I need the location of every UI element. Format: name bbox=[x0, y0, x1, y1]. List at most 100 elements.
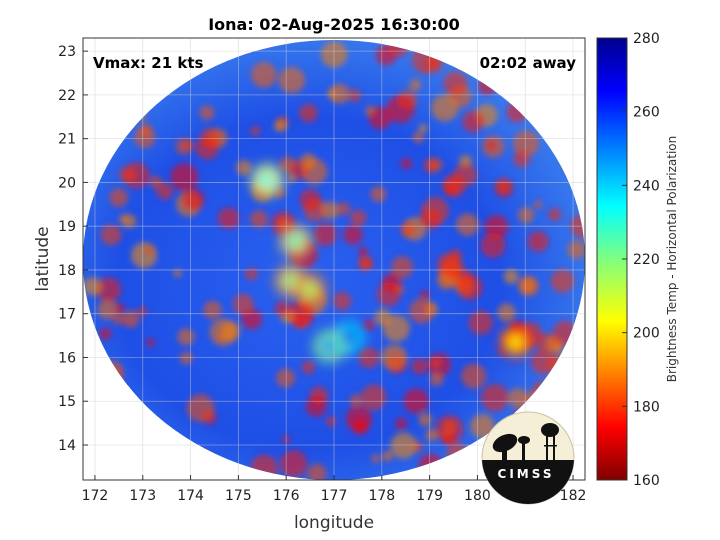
swath-texture-blob bbox=[250, 210, 268, 229]
swath-texture-blob bbox=[177, 328, 195, 346]
swath-texture-blob bbox=[358, 255, 374, 271]
swath-texture-blob bbox=[395, 417, 408, 430]
swath-texture-blob bbox=[307, 463, 327, 480]
y-axis: 14 15 16 17 18 19 20 21 22 23 bbox=[58, 44, 88, 454]
swath-texture-blob bbox=[274, 301, 290, 317]
swath-texture-blob bbox=[218, 207, 240, 230]
colorbar-tick-label: 160 bbox=[633, 473, 660, 489]
colorbar-ticks: 160 180 200 220 240 260 280 bbox=[622, 31, 660, 489]
swath-texture-blob bbox=[468, 310, 493, 335]
swath-texture-blob bbox=[279, 450, 308, 478]
swath-texture-blob bbox=[305, 395, 327, 417]
swath-texture-blob bbox=[418, 412, 433, 427]
swath-texture-blob bbox=[156, 183, 174, 200]
swath-texture-blob bbox=[113, 314, 124, 325]
swath-texture-blob bbox=[347, 88, 361, 102]
swath-texture-blob bbox=[409, 298, 435, 324]
y-tick-label: 19 bbox=[58, 219, 76, 235]
swath-texture-blob bbox=[421, 197, 449, 225]
swath-texture-blob bbox=[131, 242, 158, 269]
swath-texture-blob bbox=[400, 221, 417, 238]
swath-texture-blob bbox=[363, 319, 375, 331]
y-tick-label: 18 bbox=[58, 263, 76, 279]
swath-texture-blob bbox=[518, 207, 535, 224]
swath-texture-blob bbox=[244, 267, 258, 281]
swath-texture-blob bbox=[361, 384, 387, 410]
x-tick-label: 179 bbox=[416, 488, 443, 504]
swath-texture-blob bbox=[412, 132, 424, 143]
swath-texture-blob bbox=[345, 405, 373, 432]
swath-texture-blob bbox=[390, 432, 417, 459]
swath-texture-blob bbox=[371, 454, 381, 463]
swath-texture-blob bbox=[481, 384, 509, 412]
swath-texture-blob bbox=[395, 285, 405, 294]
swath-texture-blob bbox=[435, 415, 464, 444]
swath-texture-blob bbox=[527, 231, 549, 252]
swath-texture-blob bbox=[273, 119, 287, 133]
swath-texture-blob bbox=[349, 394, 363, 407]
feature-core bbox=[259, 172, 276, 189]
swath-texture-blob bbox=[100, 224, 122, 246]
x-tick-label: 176 bbox=[273, 488, 300, 504]
swath-texture-blob bbox=[96, 277, 122, 303]
swath-texture-blob bbox=[327, 88, 338, 99]
swath-texture-blob bbox=[99, 327, 112, 340]
y-tick-label: 21 bbox=[58, 132, 76, 148]
swath-texture-blob bbox=[443, 71, 468, 96]
y-tick-label: 15 bbox=[58, 394, 76, 410]
swath-texture-blob bbox=[550, 269, 575, 293]
swath-texture-blob bbox=[437, 253, 460, 276]
x-tick-label: 178 bbox=[368, 488, 395, 504]
swath-texture-blob bbox=[513, 150, 531, 168]
swath-texture-blob bbox=[567, 240, 585, 259]
y-axis-label: latitude bbox=[33, 226, 53, 291]
time-away-annotation: 02:02 away bbox=[480, 54, 577, 72]
colorbar-tick-label: 280 bbox=[633, 31, 660, 47]
swath-texture-blob bbox=[122, 214, 137, 229]
swath-texture-blob bbox=[425, 428, 438, 442]
swath-texture-blob bbox=[250, 125, 261, 136]
swath-texture-blob bbox=[462, 110, 485, 133]
swath-texture-blob bbox=[299, 188, 321, 211]
swath-texture-blob bbox=[456, 213, 479, 236]
x-tick-label: 174 bbox=[177, 488, 204, 504]
swath-texture-blob bbox=[321, 201, 340, 220]
swath-texture-blob bbox=[548, 208, 562, 222]
y-tick-label: 14 bbox=[58, 438, 76, 454]
swath-texture-blob bbox=[503, 269, 519, 285]
swath-texture-blob bbox=[368, 106, 392, 130]
swath-texture-blob bbox=[276, 368, 296, 388]
colorbar-tick-label: 220 bbox=[633, 252, 660, 268]
swath-texture-blob bbox=[182, 188, 205, 211]
swath-texture-blob bbox=[146, 338, 155, 348]
swath-texture-blob bbox=[195, 136, 219, 160]
swath-texture-blob bbox=[241, 308, 263, 330]
swath-texture-blob bbox=[137, 306, 148, 317]
swath-texture-blob bbox=[145, 246, 154, 255]
swath-texture-blob bbox=[494, 178, 514, 198]
swath-texture-blob bbox=[122, 310, 140, 328]
swath-texture-blob bbox=[409, 79, 422, 91]
swath-texture-blob bbox=[442, 433, 455, 446]
grid bbox=[83, 38, 585, 480]
x-tick-label: 180 bbox=[464, 488, 491, 504]
swath-texture-blob bbox=[300, 153, 317, 170]
y-tick-label: 23 bbox=[58, 44, 76, 60]
colorbar-tick-label: 260 bbox=[633, 105, 660, 121]
swath-texture-blob bbox=[428, 157, 443, 172]
swath-texture-blob bbox=[220, 321, 241, 341]
swath-texture-blob bbox=[175, 138, 193, 155]
swath-texture-blob bbox=[173, 268, 182, 278]
swath-texture-blob bbox=[470, 413, 495, 439]
colorbar-label: Brightness Temp - Horizontal Polarizatio… bbox=[665, 136, 679, 383]
swath-texture-blob bbox=[382, 450, 393, 462]
swath-texture-blob bbox=[531, 349, 556, 375]
swath-texture-blob bbox=[83, 277, 102, 296]
swath-texture-blob bbox=[457, 274, 483, 300]
swath-texture-blob bbox=[301, 360, 315, 375]
swath-texture-blob bbox=[279, 156, 297, 174]
swath-texture-blob bbox=[480, 233, 506, 258]
swath-texture-blob bbox=[513, 130, 539, 157]
swath-texture-blob bbox=[484, 215, 509, 239]
